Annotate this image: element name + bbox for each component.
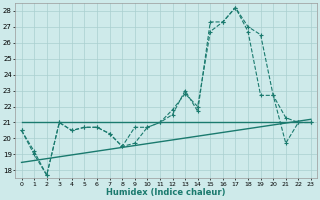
X-axis label: Humidex (Indice chaleur): Humidex (Indice chaleur): [107, 188, 226, 197]
